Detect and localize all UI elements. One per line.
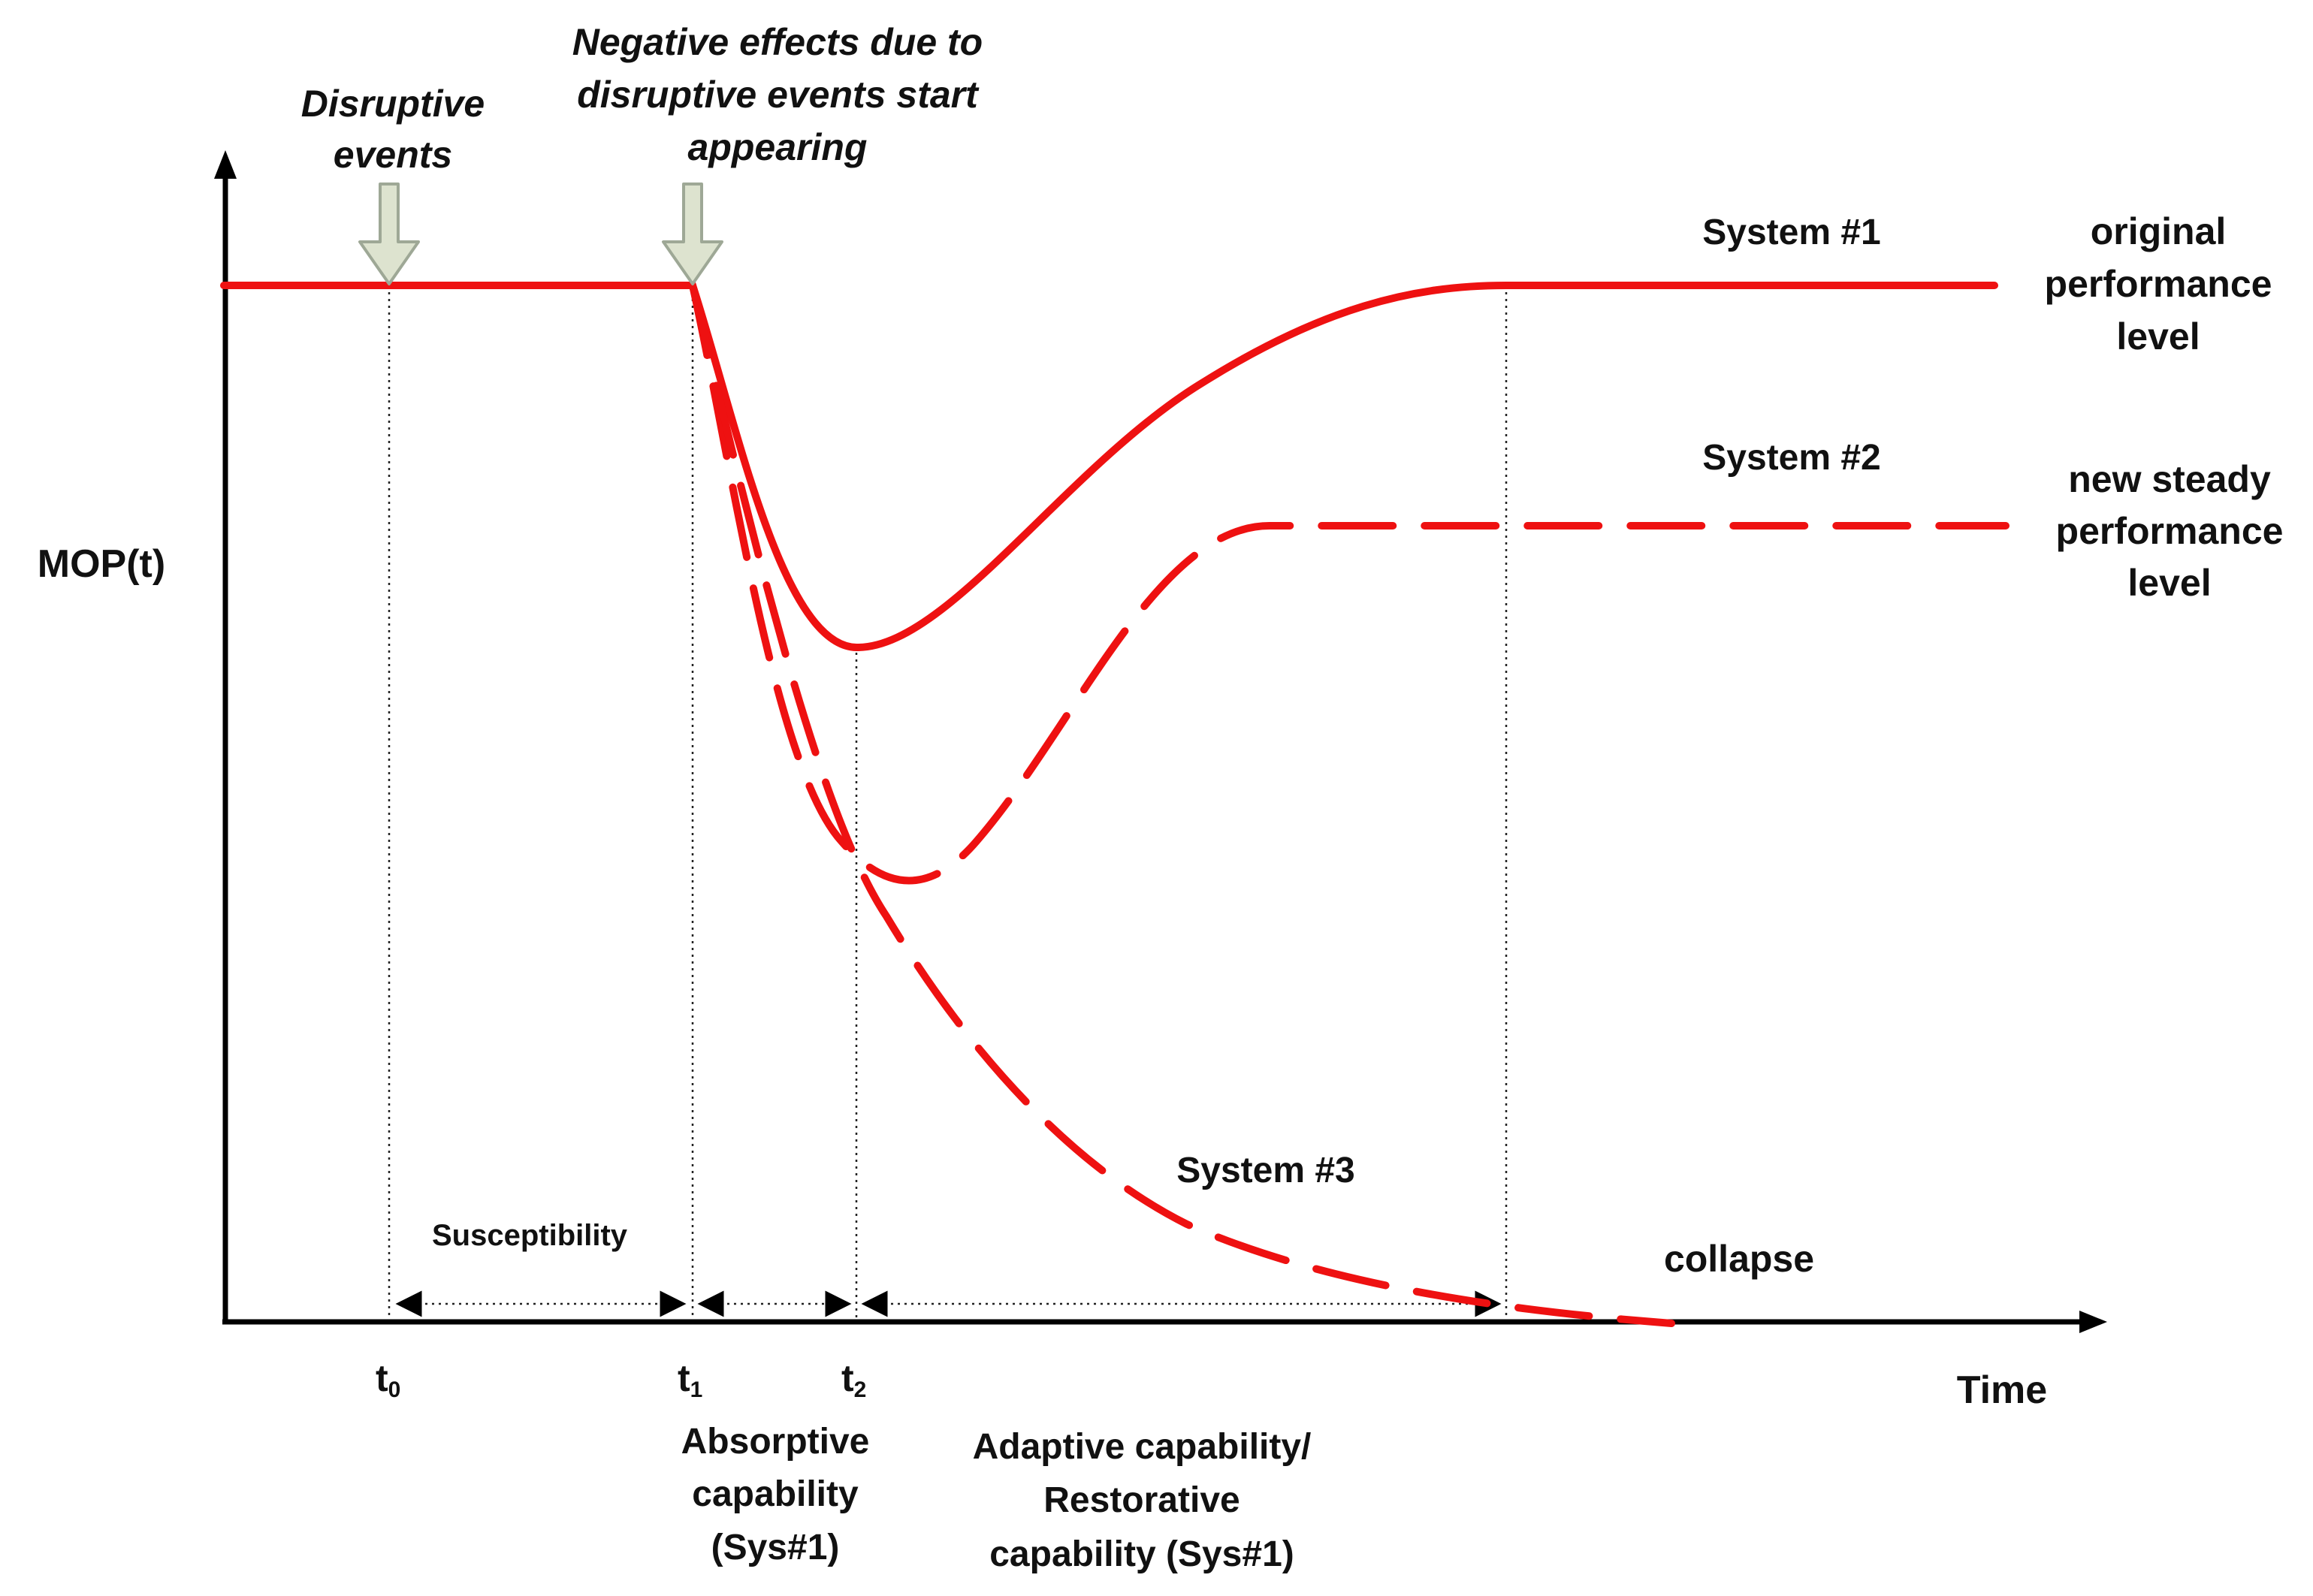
t2-main: t (841, 1357, 854, 1399)
disruptive-events-line1: Disruptive (301, 83, 485, 125)
negative-effects-line3: appearing (688, 126, 868, 168)
adaptive-line3: capability (Sys#1) (989, 1534, 1294, 1574)
system3-curve (689, 282, 1675, 1327)
t1-main: t (678, 1357, 690, 1399)
negative-effects-line1: Negative effects due to (572, 21, 983, 63)
absorptive-line1: Absorptive (681, 1422, 870, 1462)
t2-sub: 2 (854, 1377, 867, 1402)
disruptive-event-arrow-icon (358, 183, 420, 285)
disruptive-events-annotation: Disruptive events (301, 83, 485, 176)
negative-effects-annotation: Negative effects due to disruptive event… (572, 21, 983, 168)
t1-marker: t1 (678, 1357, 702, 1402)
t0-sub: 0 (388, 1377, 401, 1402)
original-line3: level (2116, 315, 2200, 358)
system2-curve (689, 282, 2010, 885)
x-axis-label: Time (1957, 1368, 2047, 1412)
system2-label: System #2 (1702, 438, 1881, 478)
new-steady-line3: level (2127, 562, 2211, 604)
absorptive-capability-label: Absorptive capability (Sys#1) (681, 1422, 870, 1567)
reference-lines (388, 285, 1508, 1318)
t2-marker: t2 (841, 1357, 866, 1402)
new-steady-performance-level-label: new steady performance level (2056, 458, 2284, 604)
original-line1: original (2091, 210, 2227, 252)
adaptive-capability-label: Adaptive capability/ Restorative capabil… (973, 1427, 1312, 1574)
x-axis-arrowhead (2079, 1311, 2107, 1333)
system1-curve (220, 282, 1998, 652)
t0-main: t (376, 1357, 388, 1399)
t1-sub: 1 (690, 1377, 703, 1402)
absorptive-line3: (Sys#1) (711, 1528, 840, 1567)
new-steady-line1: new steady (2068, 458, 2271, 500)
negative-effects-arrow-icon (662, 183, 723, 285)
adaptive-line2: Restorative (1043, 1480, 1240, 1520)
original-line2: performance (2045, 263, 2272, 305)
negative-effects-line2: disruptive events start (577, 74, 980, 116)
collapse-label: collapse (1664, 1238, 1814, 1280)
y-axis-arrowhead (214, 150, 237, 179)
system3-label: System #3 (1176, 1151, 1355, 1190)
original-performance-level-label: original performance level (2045, 210, 2272, 358)
new-steady-line2: performance (2056, 510, 2284, 552)
t0-marker: t0 (376, 1357, 400, 1402)
adaptive-line1: Adaptive capability/ (973, 1427, 1312, 1467)
disruptive-events-line2: events (334, 134, 452, 176)
absorptive-line2: capability (692, 1474, 859, 1514)
system1-label: System #1 (1702, 213, 1881, 252)
y-axis-label: MOP(t) (38, 542, 165, 586)
susceptibility-label: Susceptibility (432, 1219, 628, 1252)
